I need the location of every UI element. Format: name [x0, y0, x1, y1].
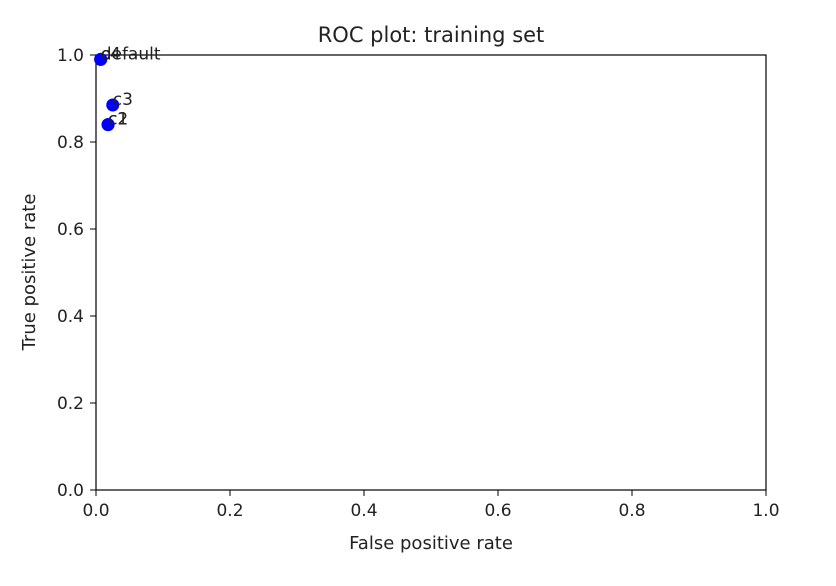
y-tick-label: 0.6: [57, 220, 84, 240]
x-tick-label: 1.0: [752, 501, 779, 521]
point-label: c4: [101, 44, 121, 64]
y-axis-ticks: 0.0 0.2 0.4 0.6 0.8 1.0: [57, 46, 96, 501]
data-point: [94, 52, 108, 66]
x-tick-label: 0.8: [618, 501, 645, 521]
point-label: c1: [108, 110, 128, 130]
x-tick-label: 0.0: [82, 501, 109, 521]
y-tick-label: 0.2: [57, 394, 84, 414]
data-point: [101, 118, 115, 132]
y-axis-label: True positive rate: [19, 194, 40, 352]
x-tick-label: 0.2: [216, 501, 243, 521]
x-axis-label: False positive rate: [349, 533, 513, 554]
point-label: c3: [113, 90, 133, 110]
x-tick-label: 0.4: [350, 501, 377, 521]
y-tick-label: 0.8: [57, 133, 84, 153]
x-tick-label: 0.6: [484, 501, 511, 521]
point-label: default: [101, 44, 161, 64]
y-tick-label: 0.4: [57, 307, 84, 327]
y-tick-label: 1.0: [57, 46, 84, 66]
point-label: c2: [108, 110, 128, 130]
data-points: [94, 52, 120, 132]
plot-frame: [95, 54, 767, 491]
y-tick-label: 0.0: [57, 481, 84, 501]
data-point: [106, 98, 120, 112]
chart-title: ROC plot: training set: [318, 23, 545, 47]
x-axis-ticks: 0.0 0.2 0.4 0.6 0.8 1.0: [82, 490, 780, 521]
